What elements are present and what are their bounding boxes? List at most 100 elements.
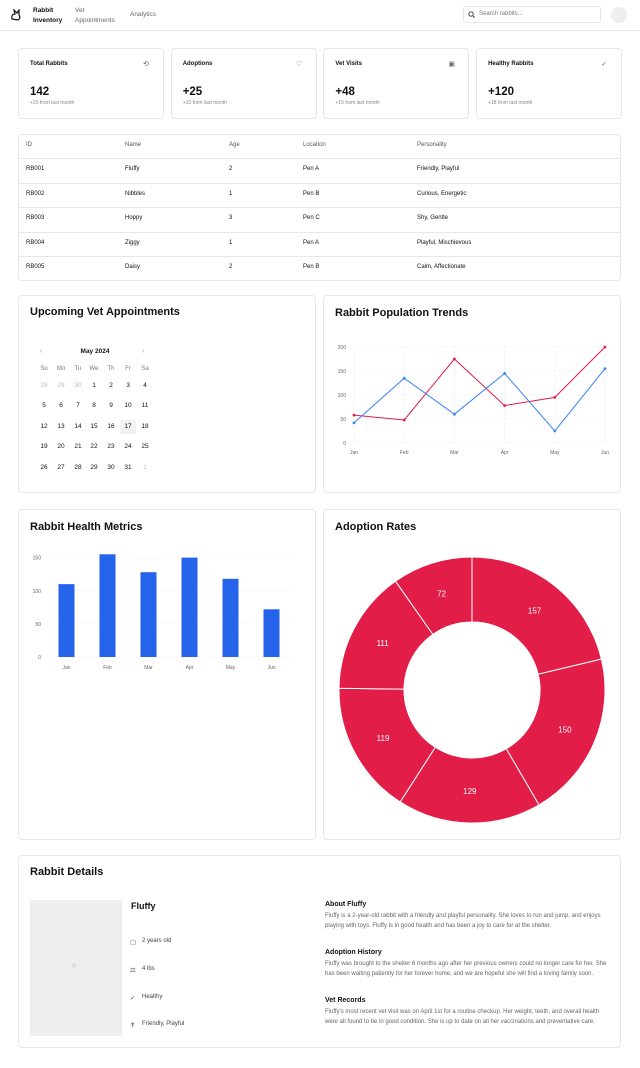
table-header: Personality (417, 142, 447, 148)
fact-icon: ✝ (130, 1022, 136, 1030)
section-text: Fluffy's most recent vet visit was on Ap… (325, 1009, 600, 1025)
table-cell: Nibbles (125, 190, 146, 197)
slice-label: 72 (437, 590, 446, 599)
table-cell: 2 (229, 264, 233, 271)
calendar-day[interactable]: 12 (40, 422, 48, 430)
calendar-day[interactable]: 3 (126, 382, 130, 389)
logo[interactable] (10, 9, 22, 21)
calendar-day[interactable]: 15 (90, 422, 98, 430)
section-heading: Adoption History (325, 949, 382, 956)
calendar-day[interactable]: 19 (40, 443, 48, 451)
table-cell: Pen B (303, 190, 320, 197)
calendar-day[interactable]: 2 (109, 382, 113, 389)
calendar-day[interactable]: 28 (40, 382, 48, 389)
donut-slice (394, 556, 473, 636)
calendar-day[interactable]: 30 (74, 382, 82, 389)
table-cell: RB005 (26, 264, 45, 271)
fact-icon: ⚖ (130, 966, 136, 974)
section-text: Fluffy is a 2-year-old rabbit with a fri… (325, 913, 601, 929)
nav-link[interactable]: Analytics (130, 11, 157, 18)
table-header: Age (229, 142, 240, 148)
point (553, 396, 557, 399)
y-tick-label: 150 (338, 369, 347, 375)
table-row-divider (18, 207, 621, 209)
calendar-day[interactable]: 18 (141, 422, 149, 430)
search-box[interactable] (463, 6, 601, 23)
calendar-day[interactable]: 20 (57, 443, 65, 451)
calendar-day[interactable]: 23 (107, 443, 115, 451)
calendar-day[interactable]: 24 (124, 443, 132, 451)
calendar-day[interactable]: 22 (90, 443, 98, 451)
table-cell: Ziggy (125, 239, 140, 246)
calendar-day[interactable]: 25 (141, 443, 149, 451)
section-heading: Vet Records (325, 997, 366, 1004)
calendar-day[interactable]: 26 (40, 463, 48, 471)
bar (222, 578, 239, 657)
calendar-day[interactable]: 6 (59, 402, 63, 410)
table-cell: Curious, Energetic (417, 190, 467, 197)
calendar-day[interactable]: 9 (109, 402, 113, 410)
table-cell: RB002 (26, 190, 45, 197)
calendar-prev[interactable]: ‹ (40, 348, 43, 355)
nav-bar (0, 0, 640, 31)
calendar-day[interactable]: 30 (107, 463, 115, 471)
y-tick-label: 0 (343, 441, 346, 447)
point (352, 413, 356, 417)
y-tick-label: 200 (338, 345, 347, 351)
x-tick-label: Jan (350, 450, 358, 456)
x-tick-label: Mar (450, 450, 459, 456)
search-placeholder[interactable]: Search rabbits... (479, 11, 523, 17)
calendar-next[interactable]: › (142, 348, 145, 355)
x-tick-label: Jan (62, 665, 70, 671)
rabbit-name: Fluffy (131, 901, 156, 911)
weekday-label: Sa (141, 366, 149, 372)
nav-link[interactable]: Vet Appointments (75, 7, 115, 24)
calendar-day[interactable]: 29 (90, 463, 98, 471)
calendar-day[interactable]: 11 (141, 402, 149, 410)
stat-change: +20 from last month (30, 100, 75, 106)
bar (58, 584, 75, 657)
table-header: Name (125, 142, 142, 148)
calendar-day[interactable]: 1 (92, 382, 96, 389)
calendar-day[interactable]: 29 (57, 382, 65, 389)
nav-link-active[interactable]: Rabbit Inventory (33, 7, 63, 24)
stat-value: +25 (182, 86, 203, 98)
calendar-day[interactable]: 1 (143, 463, 147, 471)
calendar-day[interactable]: 17 (120, 419, 136, 434)
table-cell: Hoppy (125, 215, 143, 222)
calendar-day[interactable]: 8 (92, 402, 96, 410)
calendar-day[interactable]: 4 (143, 382, 147, 389)
calendar-day[interactable]: 5 (42, 402, 46, 410)
point (453, 412, 456, 416)
table-cell: Pen A (303, 166, 320, 172)
calendar-day[interactable]: 13 (57, 422, 65, 430)
point (503, 372, 506, 375)
card-title: Upcoming Vet Appointments (30, 306, 180, 318)
table-row-divider (18, 231, 621, 233)
table-cell: Playful, Mischievous (417, 239, 472, 246)
calendar-day[interactable]: 14 (74, 422, 82, 430)
slice-label: 150 (558, 726, 572, 735)
table-cell: Pen A (303, 239, 320, 246)
avatar[interactable] (611, 7, 627, 23)
x-tick-label: Feb (103, 665, 112, 671)
y-tick-label: 100 (338, 393, 347, 399)
calendar-day[interactable]: 28 (74, 463, 82, 471)
calendar-day[interactable]: 10 (124, 402, 132, 410)
table-header: ID (26, 142, 32, 148)
stat-icon: ✓ (601, 61, 607, 68)
donut-slice (399, 746, 540, 824)
card-title: Rabbit Details (30, 866, 104, 878)
line-chart: Rabbit Population Trends 0 50 100 150 200 Jan F… (335, 307, 609, 456)
table-cell: 1 (229, 239, 233, 246)
calendar-day[interactable]: 21 (74, 443, 82, 451)
calendar-day[interactable]: 27 (57, 463, 65, 471)
calendar-day[interactable]: 7 (76, 402, 80, 410)
weekday-label: Th (107, 366, 115, 372)
calendar-day[interactable]: 16 (107, 422, 115, 430)
table-row-divider (18, 256, 621, 258)
calendar-day[interactable]: 31 (124, 463, 132, 471)
fact-text: Friendly, Playful (142, 1021, 185, 1028)
bar (140, 572, 157, 657)
stat-title: Vet Visits (335, 61, 362, 67)
